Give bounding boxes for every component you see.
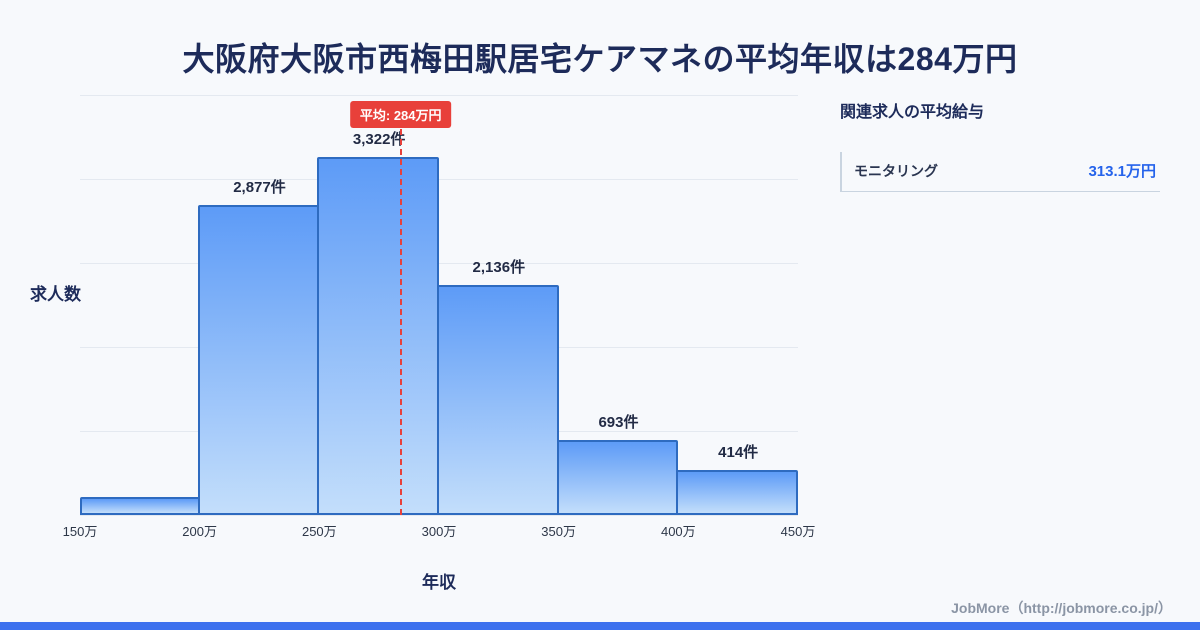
histogram-bar <box>676 470 798 515</box>
x-axis-ticks: 150万 200万 250万 300万 350万 400万 450万 <box>63 521 816 541</box>
average-badge: 平均: 284万円 <box>349 101 452 128</box>
gridline <box>80 263 798 264</box>
y-axis-label: 求人数 <box>30 285 81 304</box>
related-job-row: モニタリング 313.1万円 <box>840 152 1160 192</box>
gridline <box>80 95 798 96</box>
x-tick-label: 350万 <box>541 524 577 539</box>
bar-value-label: 3,322件 <box>352 131 406 149</box>
bar-value-label: 2,136件 <box>472 258 526 276</box>
average-line <box>399 129 402 515</box>
x-tick-label: 400万 <box>660 524 696 539</box>
gridline <box>80 179 798 180</box>
histogram-bar <box>437 284 559 515</box>
histogram-bar <box>197 205 320 515</box>
x-tick-label: 200万 <box>182 524 218 539</box>
footer-credit: JobMore（http://jobmore.co.jp/） <box>951 600 1172 616</box>
histogram-bar <box>80 496 200 515</box>
x-tick-label: 300万 <box>421 524 457 539</box>
x-axis-label: 年収 <box>422 573 456 592</box>
bar-value-label: 693件 <box>598 414 639 432</box>
related-jobs-title: 関連求人の平均給与 <box>840 104 985 121</box>
related-job-label: モニタリング <box>854 162 938 179</box>
related-jobs-panel: 関連求人の平均給与 モニタリング 313.1万円 <box>840 98 1160 192</box>
bar-value-label: 2,877件 <box>233 179 286 197</box>
related-job-value: 313.1万円 <box>1088 163 1156 180</box>
histogram-bar <box>317 157 439 515</box>
x-tick-label: 450万 <box>780 524 816 539</box>
x-tick-label: 150万 <box>62 524 98 539</box>
x-tick-label: 250万 <box>301 524 337 539</box>
salary-histogram-plot: 2,877件 3,322件 2,136件 693件 414件 平均: 284万円 <box>80 95 798 516</box>
page-title: 大阪府大阪市西梅田駅居宅ケアマネの平均年収は284万円 <box>182 41 1018 77</box>
related-jobs-list: モニタリング 313.1万円 <box>840 152 1160 192</box>
footer-accent-bar <box>0 622 1200 630</box>
gridline <box>80 515 798 516</box>
bar-value-label: 414件 <box>718 444 759 462</box>
histogram-bar <box>556 440 679 515</box>
